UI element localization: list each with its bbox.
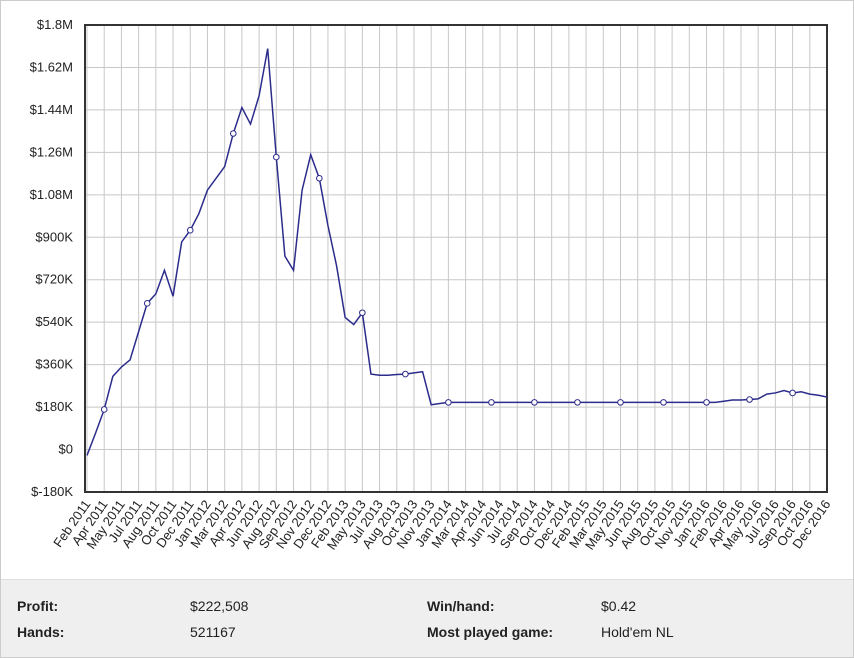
marker [316,175,323,182]
y-tick-label: $720K [35,272,73,287]
y-tick-label: $-180K [31,484,73,499]
y-tick-label: $0 [59,442,73,457]
plot-area [85,25,827,492]
label: Win/hand: [427,598,495,614]
marker [143,300,151,307]
value: $222,508 [190,598,249,614]
y-tick-label: $540K [35,314,73,329]
marker [100,406,108,413]
y-tick-label: $1.8M [37,17,73,32]
label: Most played game: [427,624,554,640]
marker [789,389,796,397]
marker [574,399,581,406]
value: $0.42 [601,598,637,614]
marker [359,309,366,317]
label: Profit: [17,598,59,614]
label: Hands: [17,624,65,640]
marker [229,130,237,137]
y-tick-label: $1.44M [30,102,73,117]
plot-border [84,24,828,493]
marker [488,399,495,406]
marker [402,370,409,378]
y-tick-label: $1.62M [30,59,73,74]
chart: $-180K $0 $180K $360K $540K $720K $900K $1.08M $… [30,17,834,552]
y-tick-label: $1.26M [30,144,73,159]
marker [703,399,710,406]
y-tick-label: $180K [35,399,73,414]
marker [186,226,194,234]
value: 521167 [190,624,236,640]
value: Hold'em NL [601,624,674,640]
marker [746,396,753,403]
y-tick-label: $360K [35,357,73,372]
marker [660,399,667,406]
marker [273,153,280,161]
y-tick-label: $900K [35,229,73,244]
y-tick-label: $1.08M [30,187,73,202]
marker [617,399,624,406]
marker [531,399,538,406]
stats: Profit: $222,508 Win/hand: $0.42 Hands: … [1,579,853,657]
marker [445,399,452,406]
